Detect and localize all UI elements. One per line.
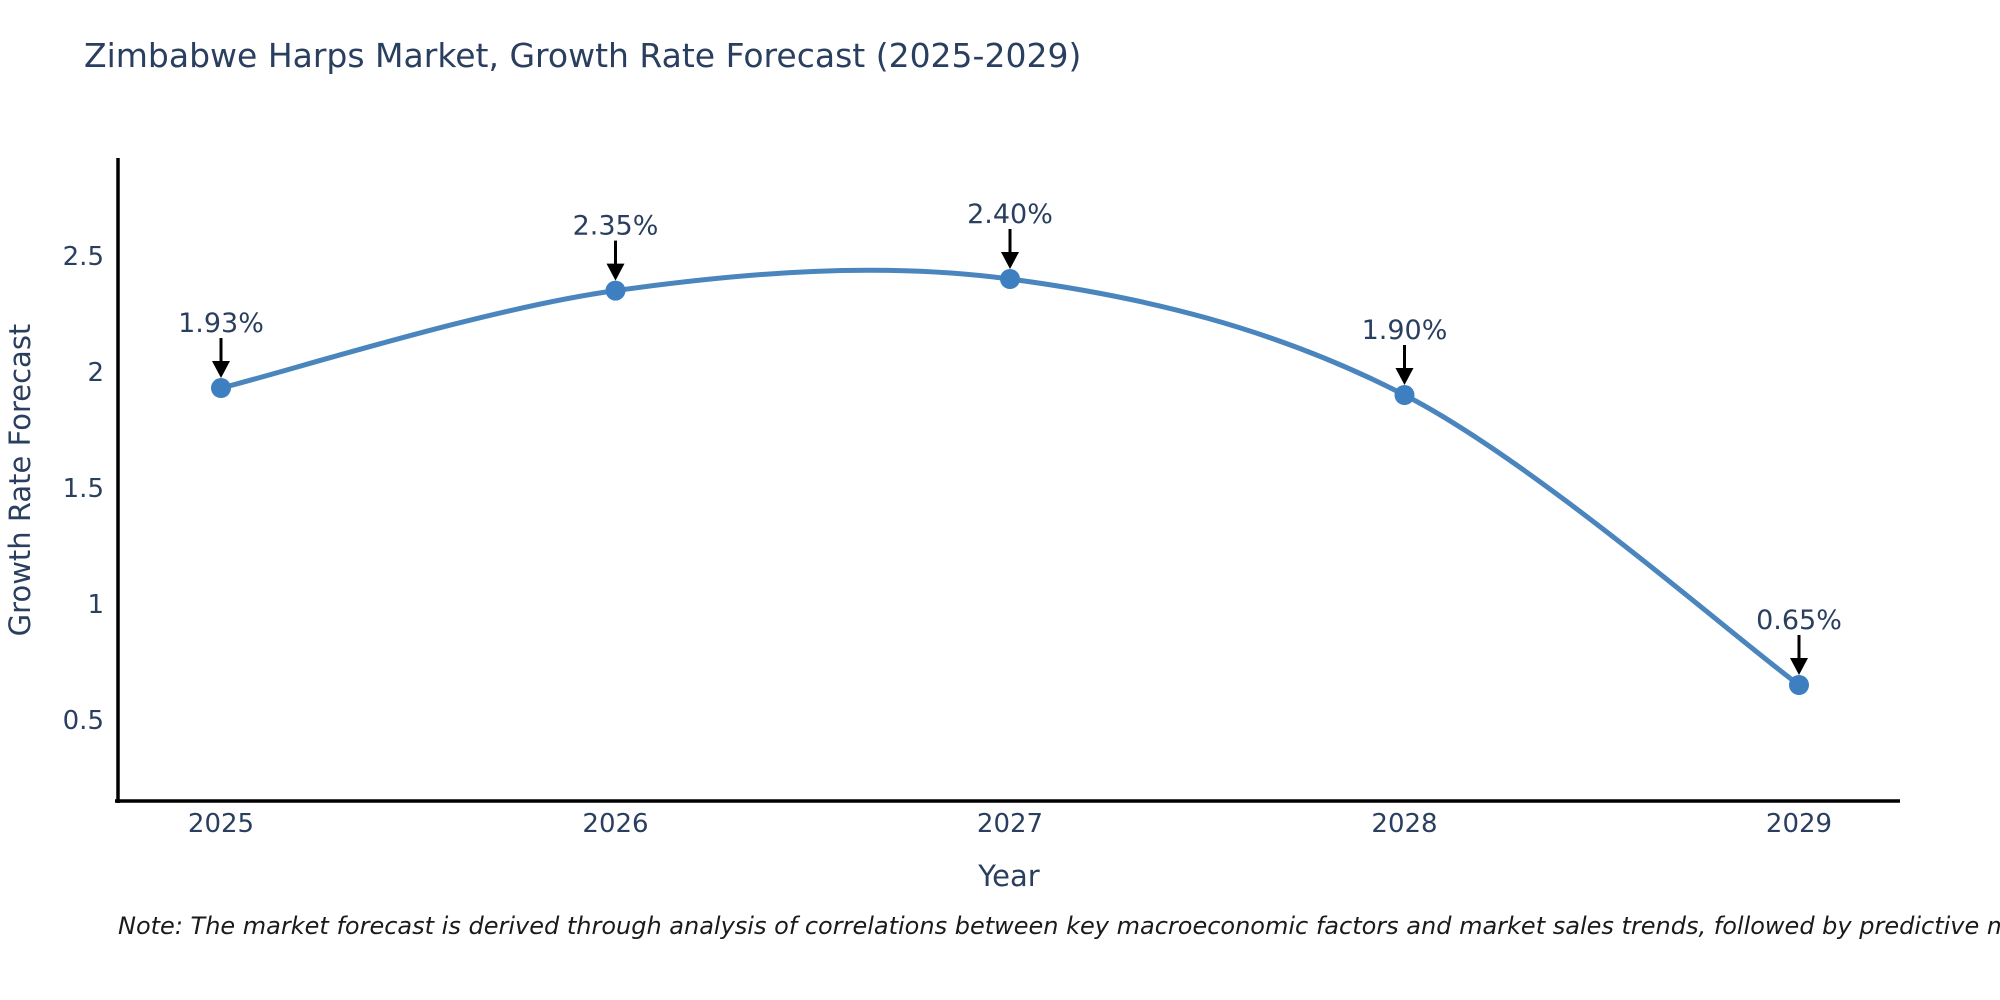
data-point-marker [1394,385,1415,405]
y-tick-label: 0.5 [63,706,104,736]
x-axis-title: Year [977,859,1039,893]
annotation-arrowhead [1395,368,1414,385]
data-point-marker [1789,675,1809,695]
chart-note: Note: The market forecast is derived thr… [118,912,2000,940]
data-point-marker [1000,269,1020,289]
point-value-label: 0.65% [1756,605,1842,636]
annotation-arrowhead [606,263,625,281]
annotation-arrowhead [1790,658,1808,675]
x-tick-label: 2027 [977,809,1043,839]
x-tick-label: 2026 [582,809,648,839]
y-tick-label: 1 [87,590,104,620]
x-tick-label: 2029 [1766,809,1832,839]
trend-line [218,267,1802,688]
x-tick-label: 2028 [1371,809,1437,839]
point-value-label: 2.35% [573,211,659,242]
point-value-label: 1.93% [178,308,264,339]
annotation-arrowhead [212,361,230,379]
data-point-marker [605,280,626,301]
point-value-label: 1.90% [1362,315,1448,346]
annotation-arrowhead [1001,252,1019,269]
chart-title: Zimbabwe Harps Market, Growth Rate Forec… [84,36,1082,75]
x-tick-label: 2025 [188,809,254,839]
y-tick-label: 1.5 [63,474,104,504]
y-tick-label: 2.5 [63,242,104,272]
y-tick-label: 2 [87,358,104,388]
point-value-label: 2.40% [967,199,1053,230]
y-axis-title: Growth Rate Forecast [3,324,37,637]
data-point-marker [211,378,231,399]
